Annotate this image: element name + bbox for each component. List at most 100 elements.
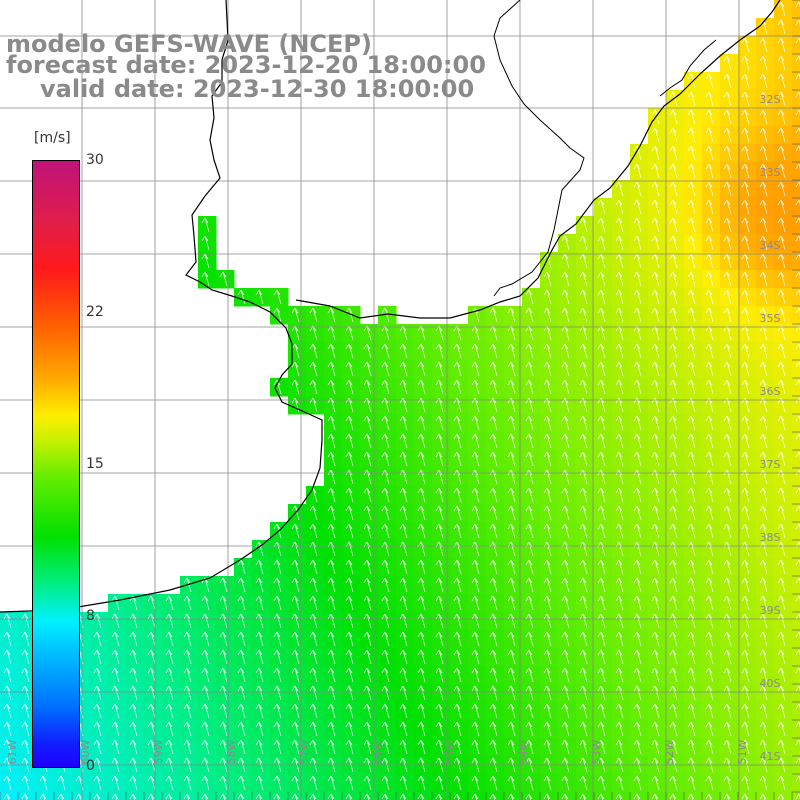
wind-arrow [687, 271, 696, 287]
wind-arrow [759, 649, 768, 665]
wind-arrow [489, 433, 498, 449]
wind-arrow [669, 793, 677, 800]
wind-arrow [471, 505, 480, 521]
wind-arrow [543, 307, 552, 323]
wind-speed-cell [792, 234, 800, 253]
wind-arrow [705, 433, 714, 449]
wind-arrow [453, 343, 462, 359]
wind-arrow [381, 523, 390, 539]
wind-arrow [741, 73, 750, 89]
wind-arrow [633, 649, 642, 665]
wind-arrow [723, 415, 732, 431]
wind-arrow [363, 793, 371, 800]
wind-arrow [435, 505, 444, 521]
wind-arrow [705, 451, 714, 467]
wind-arrow [219, 631, 228, 647]
colorbar [32, 160, 80, 768]
longitude-label: 58W [225, 739, 238, 764]
wind-arrow [381, 775, 390, 791]
wind-arrow [597, 721, 606, 737]
wind-speed-cell [792, 288, 800, 307]
wind-arrow [669, 613, 678, 629]
wind-arrow [381, 559, 390, 575]
wind-arrow [759, 289, 768, 305]
wind-arrow [723, 73, 732, 89]
wind-arrow [651, 721, 660, 737]
wind-arrow [543, 505, 552, 521]
wind-arrow [651, 613, 660, 629]
wind-speed-cell [792, 252, 800, 271]
wind-arrow [489, 523, 498, 539]
wind-arrow [525, 523, 534, 539]
wind-arrow [705, 127, 714, 143]
wind-arrow [435, 451, 444, 467]
wind-arrow [111, 703, 120, 719]
wind-arrow [201, 775, 210, 791]
wind-arrow [741, 163, 750, 179]
wind-arrow [579, 217, 588, 233]
wind-arrow [471, 361, 480, 377]
wind-arrow [381, 343, 390, 359]
wind-arrow [471, 613, 480, 629]
wind-arrow [525, 307, 534, 323]
wind-arrow [651, 631, 660, 647]
wind-arrow [489, 631, 498, 647]
wind-arrow [471, 577, 480, 593]
wind-arrow [273, 721, 282, 737]
wind-arrow [291, 631, 300, 647]
wind-arrow [237, 289, 246, 305]
wind-arrow [669, 703, 678, 719]
wind-arrow [633, 379, 642, 395]
wind-arrow [417, 649, 426, 665]
wind-arrow [651, 271, 660, 287]
wind-arrow [687, 415, 696, 431]
wind-arrow [183, 739, 192, 755]
wind-arrow [255, 649, 264, 665]
wind-arrow [147, 667, 156, 683]
coastline [0, 0, 781, 613]
wind-arrow [453, 559, 462, 575]
wind-arrow [561, 595, 570, 611]
wind-arrow [183, 703, 192, 719]
wind-arrow [741, 361, 750, 377]
coastline-line [0, 0, 323, 613]
wind-speed-cell [792, 558, 800, 577]
wind-arrow [777, 559, 786, 575]
wind-arrow [669, 523, 678, 539]
wind-arrow [417, 361, 426, 377]
wind-arrow [723, 199, 732, 215]
wind-arrow [93, 649, 102, 665]
wind-speed-cell [630, 792, 649, 800]
wind-arrow [723, 595, 732, 611]
wind-arrow [471, 739, 480, 755]
wind-arrow [363, 505, 372, 521]
wind-arrow [489, 505, 498, 521]
wind-arrow [417, 505, 426, 521]
wind-arrow [561, 739, 570, 755]
wind-arrow [741, 91, 750, 107]
wind-speed-cell [360, 792, 379, 800]
wind-arrow [201, 271, 210, 287]
wind-arrow [723, 793, 731, 800]
wind-arrow [381, 361, 390, 377]
wind-arrow [705, 379, 714, 395]
wind-arrow [615, 577, 624, 593]
wind-arrow [705, 145, 714, 161]
wind-arrow [579, 361, 588, 377]
wind-arrow [507, 775, 516, 791]
wind-arrow [183, 649, 192, 665]
wind-arrow [453, 361, 462, 377]
wind-arrow [615, 307, 624, 323]
wind-arrow [741, 181, 750, 197]
wind-arrow [255, 613, 264, 629]
wind-arrow [633, 685, 642, 701]
wind-arrow [471, 667, 480, 683]
wind-arrow [741, 109, 750, 125]
wind-arrow [165, 667, 174, 683]
wind-arrow [561, 379, 570, 395]
wind-arrow [345, 595, 354, 611]
wind-arrow [777, 721, 786, 737]
wind-arrow [3, 685, 12, 701]
wind-arrow [651, 235, 660, 251]
wind-arrow [237, 631, 246, 647]
